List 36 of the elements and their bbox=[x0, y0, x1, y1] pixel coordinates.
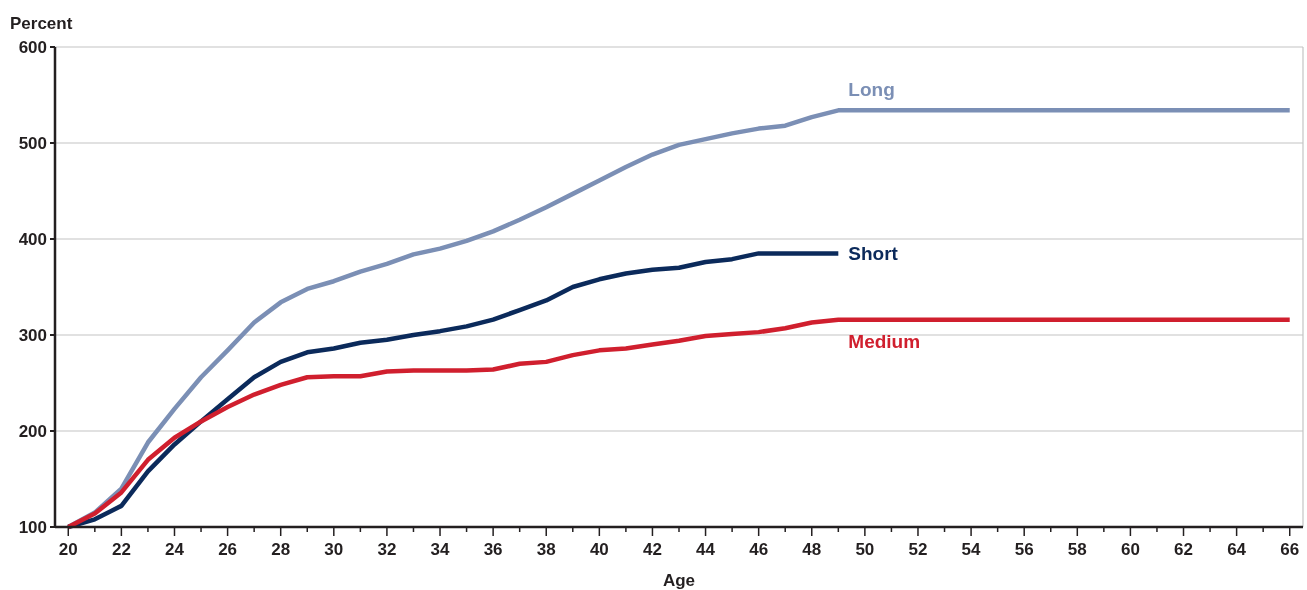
series-label: Short bbox=[848, 243, 899, 265]
x-tick-label: 50 bbox=[855, 540, 875, 559]
x-tick-label: 52 bbox=[908, 540, 928, 559]
series-label: Long bbox=[848, 79, 895, 101]
x-tick-label: 64 bbox=[1227, 540, 1247, 559]
y-tick-label: 200 bbox=[18, 421, 47, 441]
x-tick-label: 44 bbox=[696, 540, 716, 559]
x-tick-label: 60 bbox=[1120, 540, 1140, 559]
y-tick-label: 500 bbox=[18, 133, 47, 153]
x-tick-label: 22 bbox=[111, 540, 131, 559]
x-tick-label: 54 bbox=[961, 540, 982, 559]
x-tick-label: 24 bbox=[165, 540, 185, 559]
x-tick-label: 46 bbox=[749, 540, 769, 559]
x-tick-label: 56 bbox=[1014, 540, 1034, 559]
x-tick-label: 66 bbox=[1280, 540, 1300, 559]
line-series bbox=[66, 317, 1292, 530]
x-tick-label: 38 bbox=[536, 540, 556, 559]
x-tick-label: 28 bbox=[271, 540, 291, 559]
x-tick-label: 40 bbox=[589, 540, 609, 559]
x-tick-label: 34 bbox=[430, 540, 451, 559]
y-tick-label: 300 bbox=[18, 325, 47, 345]
x-tick-label: 58 bbox=[1067, 540, 1087, 559]
x-tick-label: 26 bbox=[218, 540, 238, 559]
y-tick-label: 600 bbox=[18, 37, 47, 57]
x-axis-title: Age bbox=[662, 571, 696, 590]
x-tick-label: 48 bbox=[802, 540, 822, 559]
y-tick-label: 100 bbox=[18, 517, 47, 537]
x-tick-label: 20 bbox=[58, 540, 78, 559]
x-tick-label: 32 bbox=[377, 540, 397, 559]
x-tick-label: 42 bbox=[642, 540, 662, 559]
x-tick-label: 36 bbox=[483, 540, 503, 559]
x-tick-label: 62 bbox=[1174, 540, 1193, 559]
x-tick-label: 30 bbox=[324, 540, 344, 559]
series-label: Medium bbox=[848, 330, 921, 352]
y-axis-title: Percent bbox=[10, 14, 73, 33]
y-tick-label: 400 bbox=[18, 229, 47, 249]
